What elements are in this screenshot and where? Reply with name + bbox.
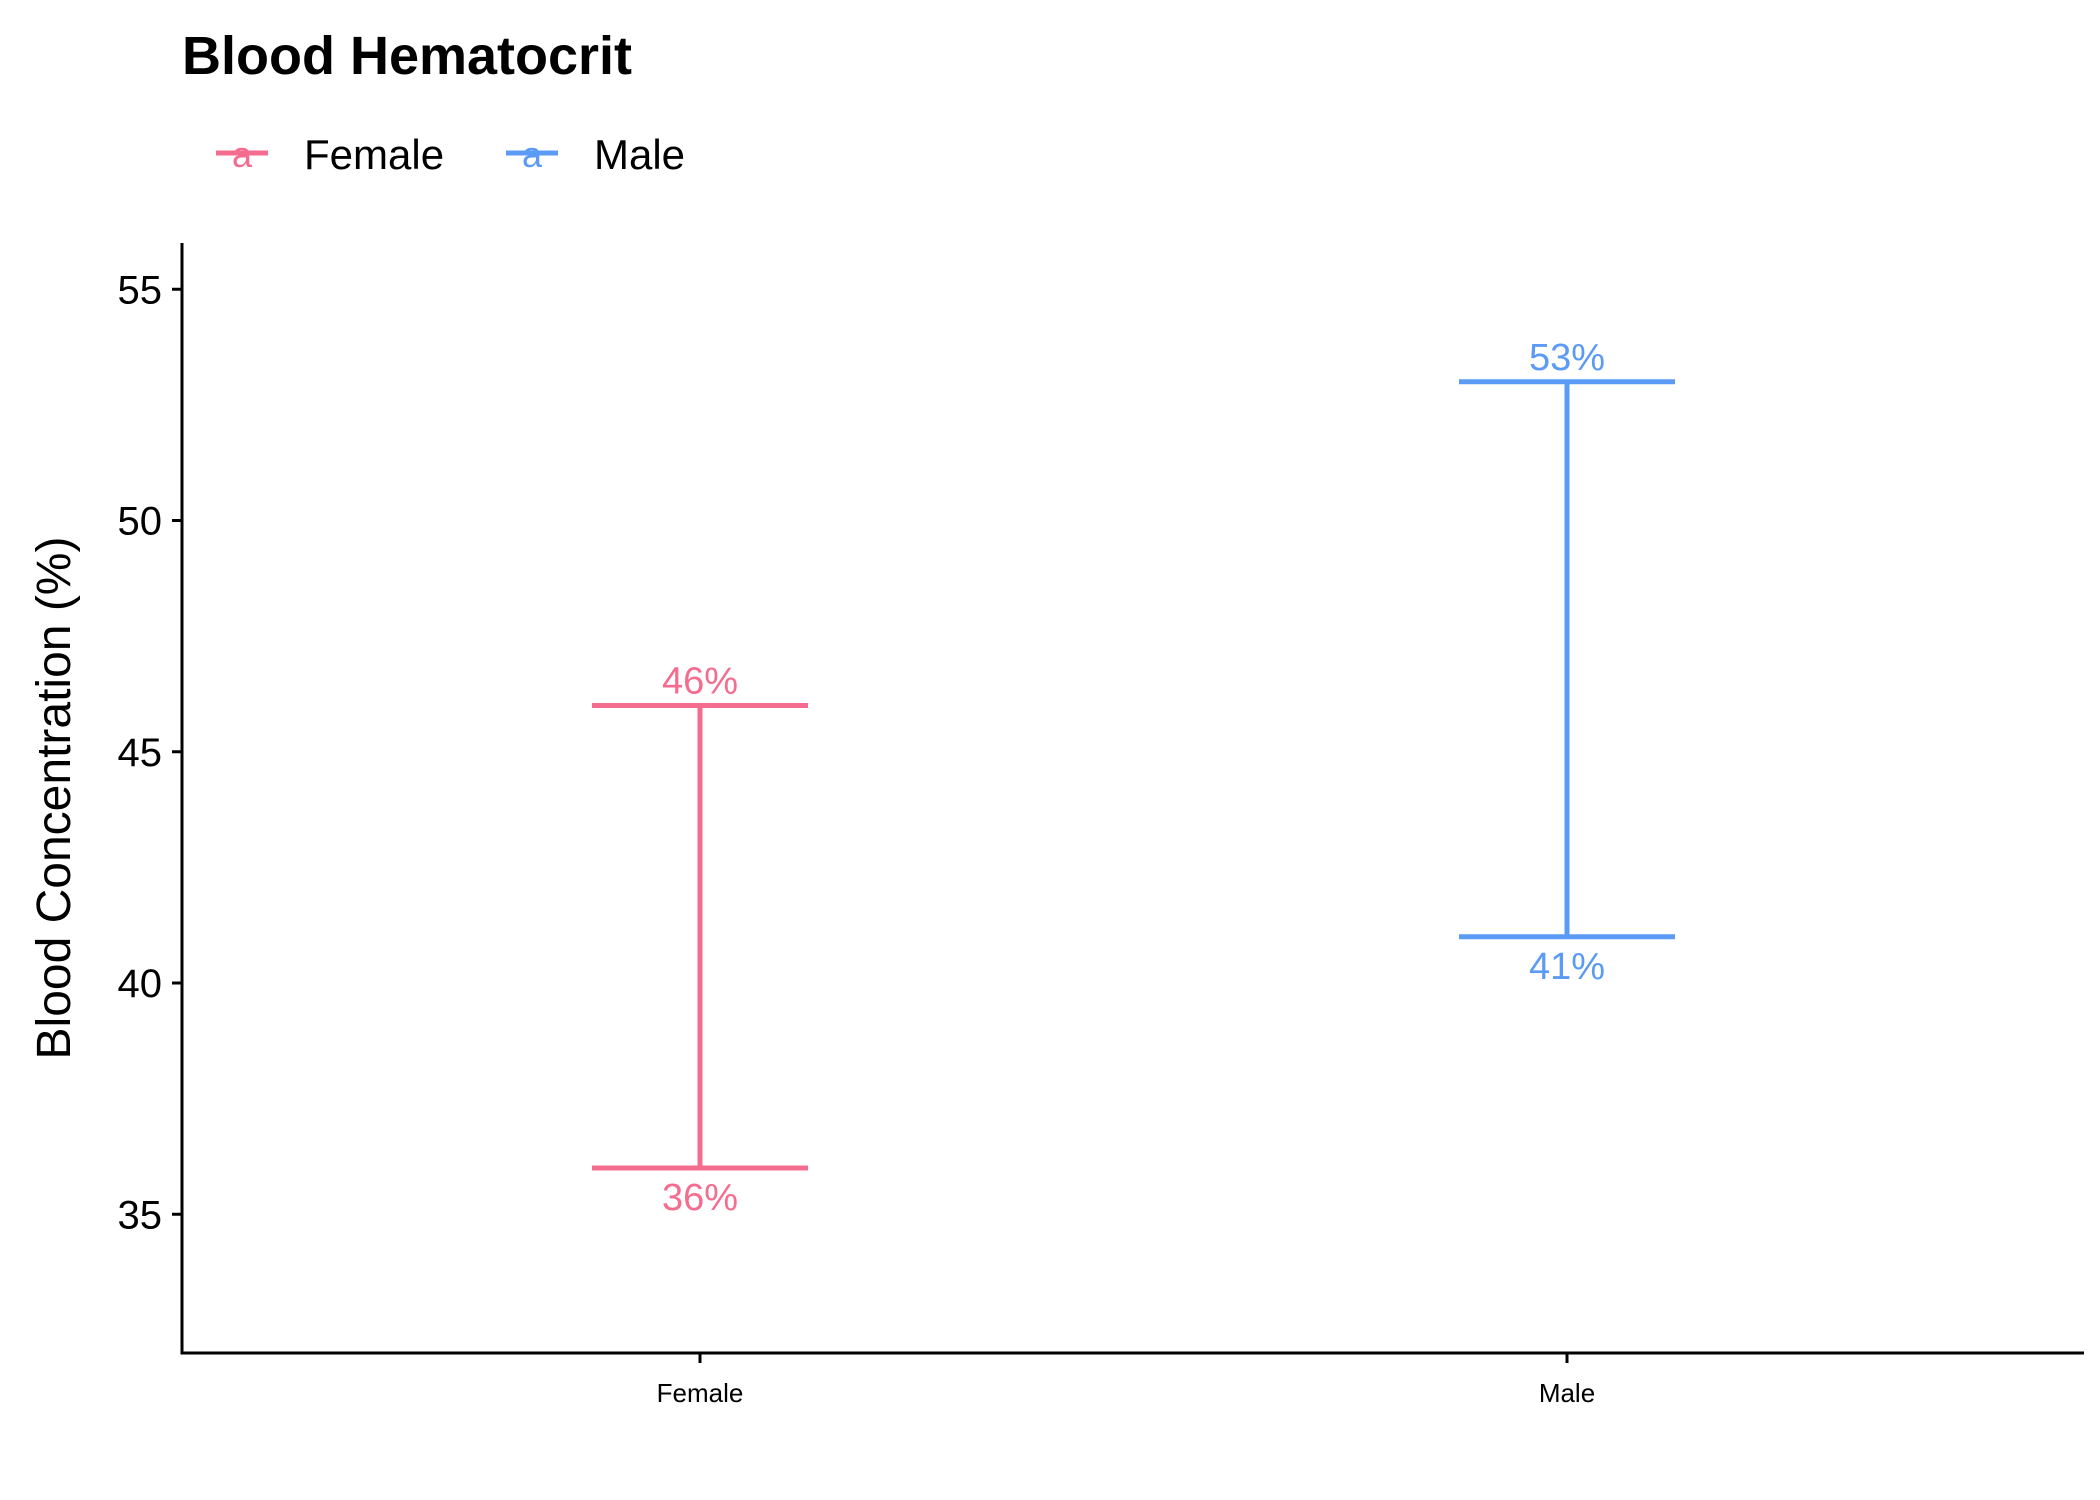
- error-bar-female: 46% 36%: [592, 661, 808, 1219]
- x-tick-label: Female: [657, 1378, 744, 1408]
- data-label-low: 36%: [662, 1177, 738, 1219]
- y-tick-label: 50: [118, 500, 163, 544]
- y-axis-label: Blood Concentration (%): [28, 537, 81, 1060]
- legend-key-glyph: a: [232, 134, 253, 175]
- y-ticks: 35 40 45 50 55: [118, 268, 182, 1237]
- y-tick-label: 35: [118, 1193, 163, 1237]
- x-tick-label: Male: [1539, 1378, 1595, 1408]
- data-label-low: 41%: [1529, 946, 1605, 988]
- chart-title: Blood Hematocrit: [182, 26, 632, 86]
- legend: a Female a Male: [216, 131, 685, 178]
- plot-area: 35 40 45 50 55 Female Male 46% 36% 53% 41%: [118, 243, 2084, 1408]
- data-label-high: 53%: [1529, 337, 1605, 379]
- legend-label: Female: [304, 131, 444, 178]
- legend-key-glyph: a: [522, 134, 543, 175]
- y-tick-label: 40: [118, 962, 163, 1006]
- legend-item-male: a Male: [506, 131, 685, 178]
- y-tick-label: 55: [118, 268, 163, 312]
- error-bar-male: 53% 41%: [1459, 337, 1675, 988]
- y-tick-label: 45: [118, 731, 163, 775]
- legend-label: Male: [594, 131, 685, 178]
- legend-item-female: a Female: [216, 131, 444, 178]
- x-ticks: Female Male: [657, 1353, 1595, 1408]
- error-bars: 46% 36% 53% 41%: [592, 337, 1675, 1219]
- data-label-high: 46%: [662, 661, 738, 703]
